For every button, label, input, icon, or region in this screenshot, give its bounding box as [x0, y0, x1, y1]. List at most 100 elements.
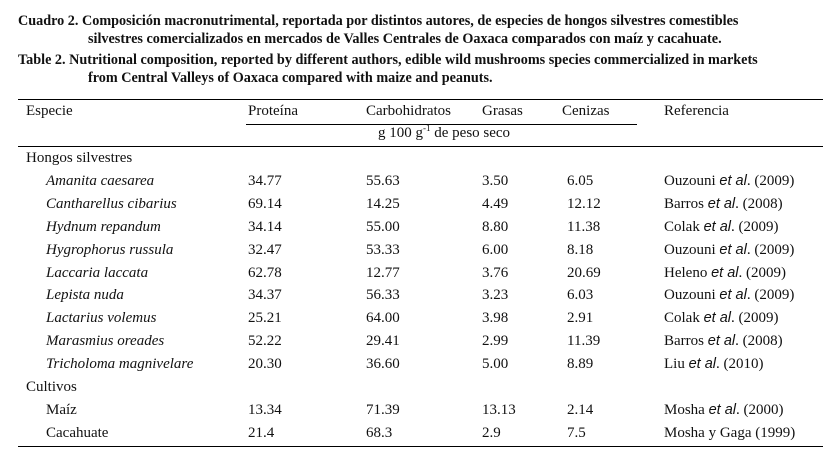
reference-et-al: et al — [707, 196, 736, 212]
reference-citation: Barros et al. (2008) — [664, 195, 783, 213]
reference-author: Mosha y Gaga (1999) — [664, 425, 796, 441]
reference-citation: Barros et al. (2008) — [664, 332, 783, 350]
caption-en-line-1: Table 2. Nutritional composition, report… — [18, 52, 758, 68]
reference-et-al: et al — [707, 333, 736, 349]
carbohydrates-value: 14.25 — [366, 196, 400, 212]
carbohydrates-value: 64.00 — [366, 310, 400, 326]
reference-year: . (2009) — [746, 173, 795, 189]
species-name: Hygrophorus russula — [46, 242, 174, 258]
unit-post: de peso seco — [430, 125, 511, 141]
species-name: Hydnum repandum — [46, 219, 161, 235]
fat-value: 3.76 — [482, 265, 509, 281]
species-name: Cacahuate — [46, 425, 109, 441]
header-fat: Grasas — [482, 103, 523, 119]
protein-value: 21.4 — [248, 425, 275, 441]
protein-value: 52.22 — [248, 333, 282, 349]
reference-citation: Ouzouni et al. (2009) — [664, 172, 794, 190]
protein-value: 32.47 — [248, 242, 282, 258]
protein-value: 69.14 — [248, 196, 282, 212]
ash-value: 8.89 — [567, 356, 594, 372]
reference-author: Barros — [664, 333, 704, 349]
fat-value: 5.00 — [482, 356, 509, 372]
reference-author: Heleno — [664, 265, 708, 281]
group-label: Cultivos — [26, 379, 77, 395]
carbohydrates-value: 29.41 — [366, 333, 400, 349]
carbohydrates-value: 68.3 — [366, 425, 393, 441]
ash-value: 6.05 — [567, 173, 594, 189]
unit-label: g 100 g-1 de peso seco — [378, 124, 510, 142]
reference-citation: Liu et al. (2010) — [664, 355, 764, 373]
table-header-rule — [18, 146, 823, 147]
protein-value: 13.34 — [248, 402, 282, 418]
ash-value: 11.38 — [567, 219, 601, 235]
reference-et-al: et al — [719, 173, 747, 189]
reference-et-al: et al — [719, 242, 747, 258]
reference-author: Mosha — [664, 402, 705, 418]
reference-et-al: et al — [711, 265, 739, 281]
protein-value: 34.14 — [248, 219, 282, 235]
ash-value: 8.18 — [567, 242, 594, 258]
reference-author: Ouzouni — [664, 242, 716, 258]
reference-year: . (2009) — [738, 265, 787, 281]
reference-author: Barros — [664, 196, 704, 212]
protein-value: 62.78 — [248, 265, 282, 281]
protein-value: 25.21 — [248, 310, 282, 326]
reference-year: . (2009) — [746, 242, 795, 258]
ash-value: 2.14 — [567, 402, 594, 418]
unit-pre: g 100 g — [378, 125, 423, 141]
fat-value: 3.98 — [482, 310, 509, 326]
reference-citation: Colak et al. (2009) — [664, 309, 779, 327]
reference-et-al: et al — [703, 219, 732, 235]
ash-value: 20.69 — [567, 265, 601, 281]
unit-exponent: -1 — [423, 123, 431, 133]
table-bottom-rule — [18, 446, 823, 447]
caption-es-line-2: silvestres comercializados en mercados d… — [88, 30, 722, 47]
header-species: Especie — [26, 103, 73, 119]
species-name: Lactarius volemus — [46, 310, 157, 326]
species-name: Maíz — [46, 402, 77, 418]
fat-value: 13.13 — [482, 402, 516, 418]
protein-value: 34.77 — [248, 173, 282, 189]
header-carbohydrates: Carbohidratos — [366, 103, 451, 119]
reference-year: . (2009) — [746, 287, 795, 303]
species-name: Laccaria laccata — [46, 265, 149, 281]
header-protein: Proteína — [248, 103, 298, 119]
reference-author: Colak — [664, 310, 700, 326]
reference-et-al: et al — [688, 356, 717, 372]
reference-citation: Mosha et al. (2000) — [664, 401, 784, 419]
species-name: Cantharellus cibarius — [46, 196, 177, 212]
fat-value: 2.99 — [482, 333, 509, 349]
carbohydrates-value: 12.77 — [366, 265, 400, 281]
fat-value: 3.50 — [482, 173, 509, 189]
carbohydrates-value: 71.39 — [366, 402, 400, 418]
fat-value: 2.9 — [482, 425, 501, 441]
reference-year: . (2009) — [731, 310, 779, 326]
table-caption-spanish: Cuadro 2. Composición macronutrimental, … — [18, 13, 826, 48]
table-caption-english: Table 2. Nutritional composition, report… — [18, 52, 826, 87]
carbohydrates-value: 55.00 — [366, 219, 400, 235]
reference-year: . (2000) — [736, 402, 784, 418]
reference-et-al: et al — [708, 402, 737, 418]
reference-citation: Heleno et al. (2009) — [664, 264, 786, 282]
fat-value: 3.23 — [482, 287, 509, 303]
reference-year: . (2008) — [735, 333, 783, 349]
reference-author: Ouzouni — [664, 173, 716, 189]
caption-es-line-1: Cuadro 2. Composición macronutrimental, … — [18, 13, 739, 29]
header-ash: Cenizas — [562, 103, 610, 119]
reference-et-al: et al — [719, 287, 747, 303]
ash-value: 6.03 — [567, 287, 594, 303]
reference-author: Liu — [664, 356, 685, 372]
carbohydrates-value: 53.33 — [366, 242, 400, 258]
carbohydrates-value: 56.33 — [366, 287, 400, 303]
species-name: Amanita caesarea — [46, 173, 155, 189]
reference-year: . (2010) — [716, 356, 764, 372]
ash-value: 2.91 — [567, 310, 594, 326]
reference-citation: Ouzouni et al. (2009) — [664, 286, 794, 304]
unit-header-rule — [246, 124, 637, 125]
caption-en-line-2: from Central Valleys of Oaxaca compared … — [88, 69, 493, 86]
fat-value: 4.49 — [482, 196, 509, 212]
reference-year: . (2008) — [735, 196, 783, 212]
table-top-rule — [18, 99, 823, 100]
species-name: Tricholoma magnivelare — [46, 356, 194, 372]
fat-value: 6.00 — [482, 242, 509, 258]
